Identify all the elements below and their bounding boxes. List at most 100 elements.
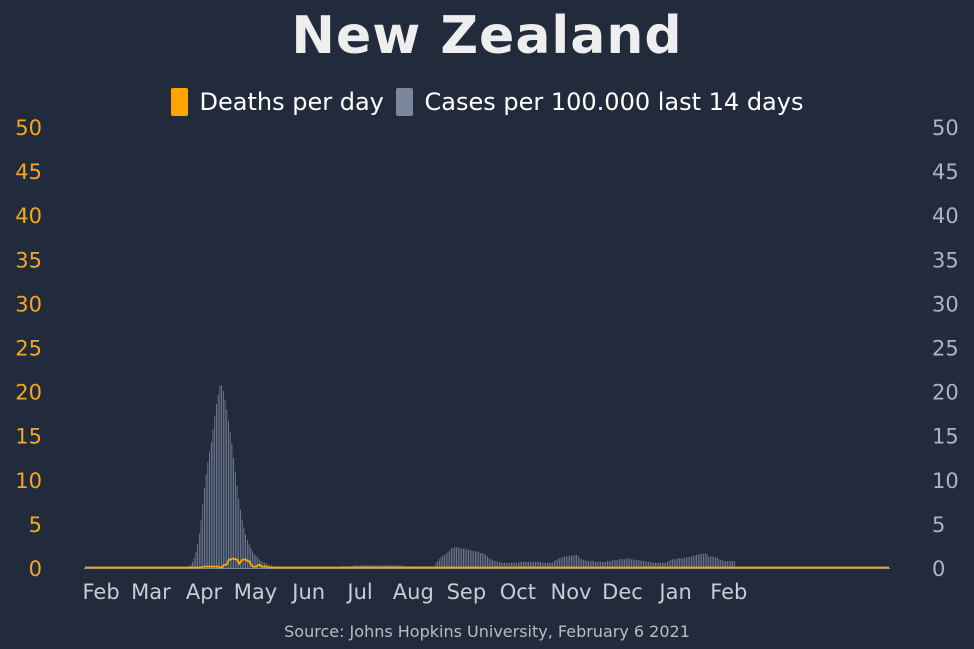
- legend-swatch-deaths: [170, 88, 188, 116]
- cases-bar: [637, 560, 639, 568]
- cases-bar: [219, 385, 221, 568]
- cases-bar: [689, 556, 691, 568]
- cases-bar: [692, 555, 694, 568]
- cases-bar: [224, 399, 226, 568]
- cases-bar: [541, 562, 543, 568]
- cases-bar: [682, 558, 684, 568]
- cases-bar: [437, 560, 439, 568]
- cases-bar: [505, 562, 507, 568]
- cases-bar: [598, 561, 600, 568]
- cases-bar: [200, 520, 202, 568]
- cases-bar: [625, 558, 627, 568]
- right-y-tick-label: 20: [932, 381, 959, 405]
- cases-bar: [252, 551, 253, 568]
- cases-bar: [672, 559, 674, 568]
- cases-bar: [565, 556, 567, 568]
- cases-bar: [195, 552, 197, 568]
- cases-bar: [507, 562, 509, 568]
- legend-label-deaths: Deaths per day: [199, 88, 384, 116]
- cases-bar: [667, 561, 668, 568]
- cases-bar: [715, 557, 716, 568]
- cases-bar: [447, 552, 449, 568]
- cases-bar: [253, 553, 255, 568]
- cases-bar: [209, 451, 210, 568]
- cases-bar: [653, 562, 655, 568]
- cases-bar: [231, 443, 233, 568]
- chart-title: New Zealand: [291, 6, 683, 66]
- cases-bar: [233, 457, 235, 568]
- cases-bar: [548, 562, 550, 568]
- cases-bar: [711, 556, 713, 568]
- cases-bar: [684, 557, 686, 568]
- cases-bar: [524, 561, 526, 568]
- cases-bar: [536, 561, 538, 568]
- cases-bar: [701, 553, 703, 568]
- cases-bar: [613, 560, 615, 568]
- cases-bar: [557, 559, 559, 568]
- left-y-tick-label: 50: [15, 116, 42, 140]
- cases-bar: [648, 561, 650, 568]
- cases-bar: [691, 556, 692, 568]
- cases-bar: [593, 560, 595, 568]
- cases-bar: [607, 560, 608, 568]
- cases-bar: [584, 560, 586, 568]
- cases-bar: [512, 562, 514, 568]
- cases-bar: [615, 560, 617, 568]
- cases-bar: [629, 559, 631, 568]
- right-y-tick-label: 45: [932, 160, 959, 184]
- cases-bar: [636, 560, 638, 568]
- cases-bar: [673, 559, 675, 568]
- cases-bar: [721, 560, 723, 568]
- cases-bar: [481, 553, 483, 568]
- cases-bar: [538, 561, 540, 568]
- cases-bar: [685, 557, 687, 568]
- x-tick-label: Dec: [602, 580, 643, 604]
- source-note: Source: Johns Hopkins University, Februa…: [284, 622, 690, 641]
- legend-swatch-cases: [395, 88, 413, 116]
- cases-bar: [694, 555, 696, 568]
- cases-bar: [706, 553, 708, 568]
- cases-bar: [456, 546, 457, 568]
- cases-bar: [696, 554, 698, 568]
- right-y-tick-label: 35: [932, 248, 959, 272]
- cases-bar: [656, 562, 658, 568]
- cases-bar: [644, 560, 646, 568]
- cases-bar: [445, 553, 447, 568]
- cases-bars: [84, 385, 890, 569]
- right-y-tick-label: 0: [932, 557, 945, 581]
- cases-bar: [222, 390, 224, 568]
- cases-bar: [262, 561, 264, 568]
- cases-bar: [454, 546, 456, 568]
- legend: Deaths per day Cases per 100.000 last 14…: [0, 88, 974, 116]
- cases-bar: [440, 557, 442, 568]
- cases-bar: [622, 559, 624, 568]
- x-tick-label: Jan: [657, 580, 691, 604]
- x-tick-label: Jul: [345, 580, 372, 604]
- cases-bar: [221, 385, 222, 568]
- cases-bar: [617, 560, 619, 568]
- cases-bar: [198, 533, 200, 568]
- cases-bar: [533, 561, 535, 568]
- cases-bar: [207, 462, 209, 568]
- cases-bar: [246, 539, 248, 568]
- cases-bar: [555, 560, 557, 568]
- cases-bar: [601, 561, 603, 568]
- cases-bar: [490, 559, 492, 568]
- x-tick-label: Aug: [393, 580, 434, 604]
- legend-label-cases: Cases per 100.000 last 14 days: [424, 88, 804, 116]
- cases-bar: [493, 560, 495, 568]
- cases-bar: [509, 562, 511, 568]
- x-tick-label: Oct: [500, 580, 536, 604]
- cases-bar: [511, 562, 512, 568]
- cases-bar: [502, 562, 504, 568]
- cases-bar: [236, 485, 238, 568]
- cases-bar: [452, 547, 454, 568]
- left-y-tick-label: 20: [15, 381, 42, 405]
- right-y-tick-label: 5: [932, 513, 945, 537]
- cases-bar: [459, 547, 461, 568]
- right-y-tick-label: 40: [932, 204, 959, 228]
- cases-bar: [202, 504, 204, 568]
- cases-bar: [190, 564, 192, 568]
- cases-bar: [497, 561, 499, 568]
- cases-bar: [540, 561, 541, 568]
